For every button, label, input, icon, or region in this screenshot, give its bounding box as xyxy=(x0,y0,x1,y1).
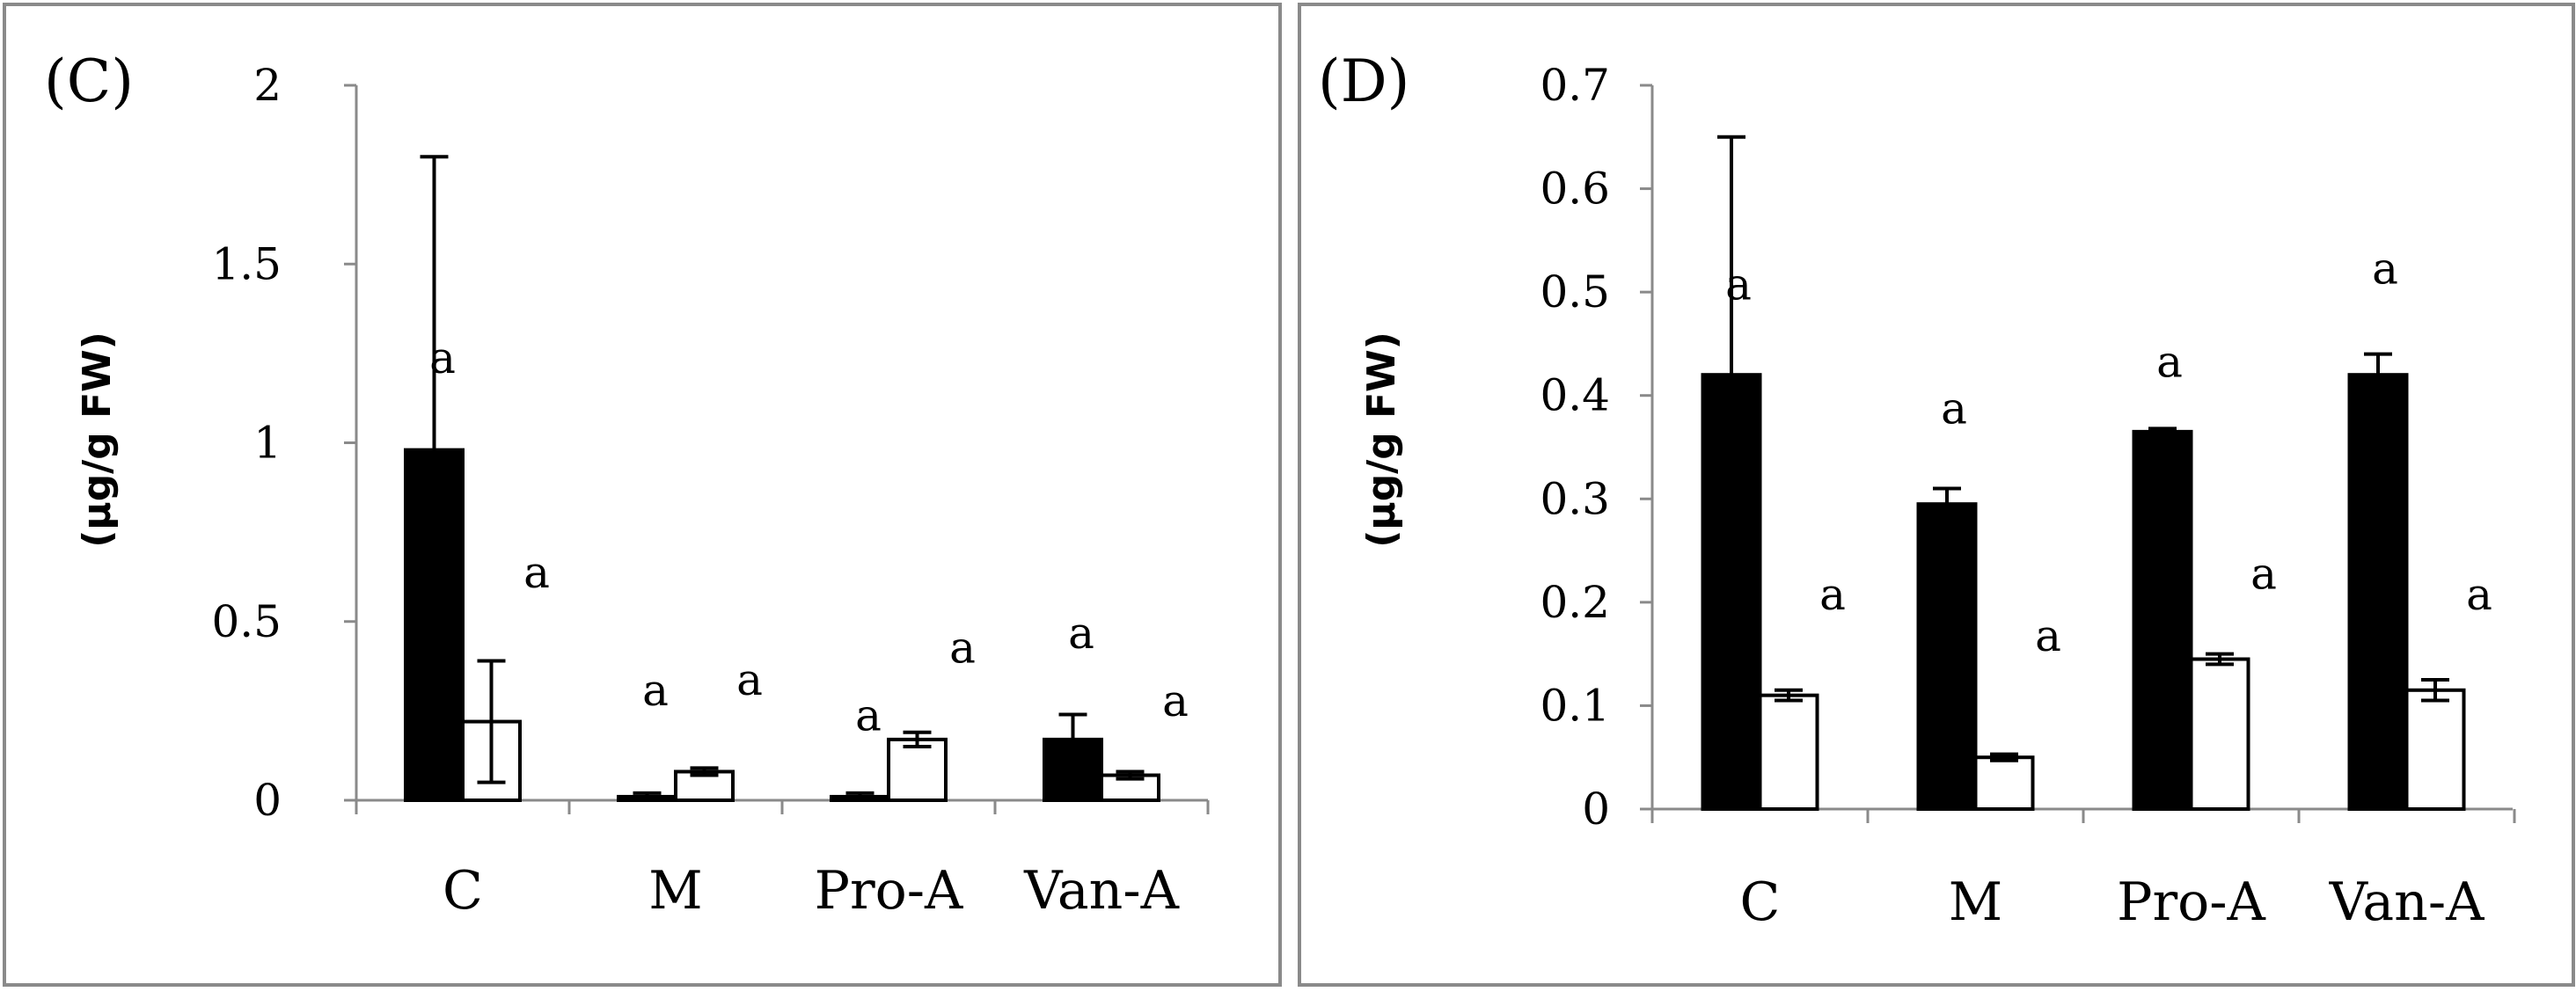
significance-label: a xyxy=(2035,610,2061,661)
significance-label: a xyxy=(1162,675,1189,726)
y-tick-label: 1 xyxy=(253,418,282,469)
panel-d: 0 0.1 0.2 0.3 0.4 0.5 0.6 0.7 C M Pro-A Van-A a a a a a a… xyxy=(1298,3,2575,987)
significance-label: a xyxy=(2466,569,2492,620)
y-tick-label: 0 xyxy=(253,775,282,826)
panel-label: (D) xyxy=(1318,47,1409,115)
y-tick-label: 2 xyxy=(253,60,282,111)
bar-filled xyxy=(2132,429,2193,811)
significance-label: a xyxy=(736,654,763,705)
y-tick-label: 0.2 xyxy=(1540,577,1610,628)
panel-frame xyxy=(1298,3,2575,987)
x-tick-label: M xyxy=(648,860,702,922)
significance-label: a xyxy=(1725,259,1752,310)
bar-open xyxy=(887,737,948,803)
significance-label: a xyxy=(1941,383,1967,434)
y-tick-label: 0.5 xyxy=(211,596,282,647)
y-tick-label: 0.4 xyxy=(1540,370,1610,421)
y-tick-label: 0.5 xyxy=(1540,266,1610,317)
bar-filled xyxy=(2347,373,2409,811)
panel-label: (C) xyxy=(44,47,134,115)
significance-label: a xyxy=(2156,336,2183,387)
x-tick-label: Pro-A xyxy=(2117,871,2265,933)
significance-label: a xyxy=(523,547,550,598)
significance-label: a xyxy=(855,690,882,741)
significance-label: a xyxy=(949,622,976,673)
bar-open xyxy=(2404,688,2466,811)
significance-label: a xyxy=(642,665,669,716)
x-tick-label: Pro-A xyxy=(815,860,963,922)
significance-label: a xyxy=(1068,608,1094,659)
bar-open xyxy=(1758,693,1819,812)
bar-open xyxy=(2189,657,2250,811)
y-tick-label: 0.3 xyxy=(1540,473,1610,524)
y-axis-label: (µg/g FW) xyxy=(75,332,120,548)
x-tick-label: Van-A xyxy=(1023,860,1180,922)
significance-label: a xyxy=(2250,548,2277,599)
y-tick-label: 0.7 xyxy=(1540,60,1610,111)
bar-filled xyxy=(1916,502,1978,812)
y-tick-label: 1.5 xyxy=(211,238,282,289)
y-tick-label: 0.1 xyxy=(1540,680,1610,731)
significance-label: a xyxy=(429,332,456,383)
y-tick-label: 0.6 xyxy=(1540,164,1610,215)
x-tick-label: C xyxy=(1740,871,1781,933)
y-tick-label: 0 xyxy=(1582,784,1610,835)
bar-open xyxy=(1973,755,2035,812)
significance-label: a xyxy=(2372,244,2398,295)
x-tick-label: M xyxy=(1949,871,2002,933)
x-tick-label: C xyxy=(443,860,483,922)
panel-frame xyxy=(3,3,1282,987)
y-axis-label: (µg/g FW) xyxy=(1359,332,1404,548)
panel-c: 0 0.5 1 1.5 2 C M Pro-A Van-A a a a a a a a a (C) (µg/g FW… xyxy=(3,3,1282,987)
x-tick-label: Van-A xyxy=(2329,871,2485,933)
significance-label: a xyxy=(1819,569,1846,620)
